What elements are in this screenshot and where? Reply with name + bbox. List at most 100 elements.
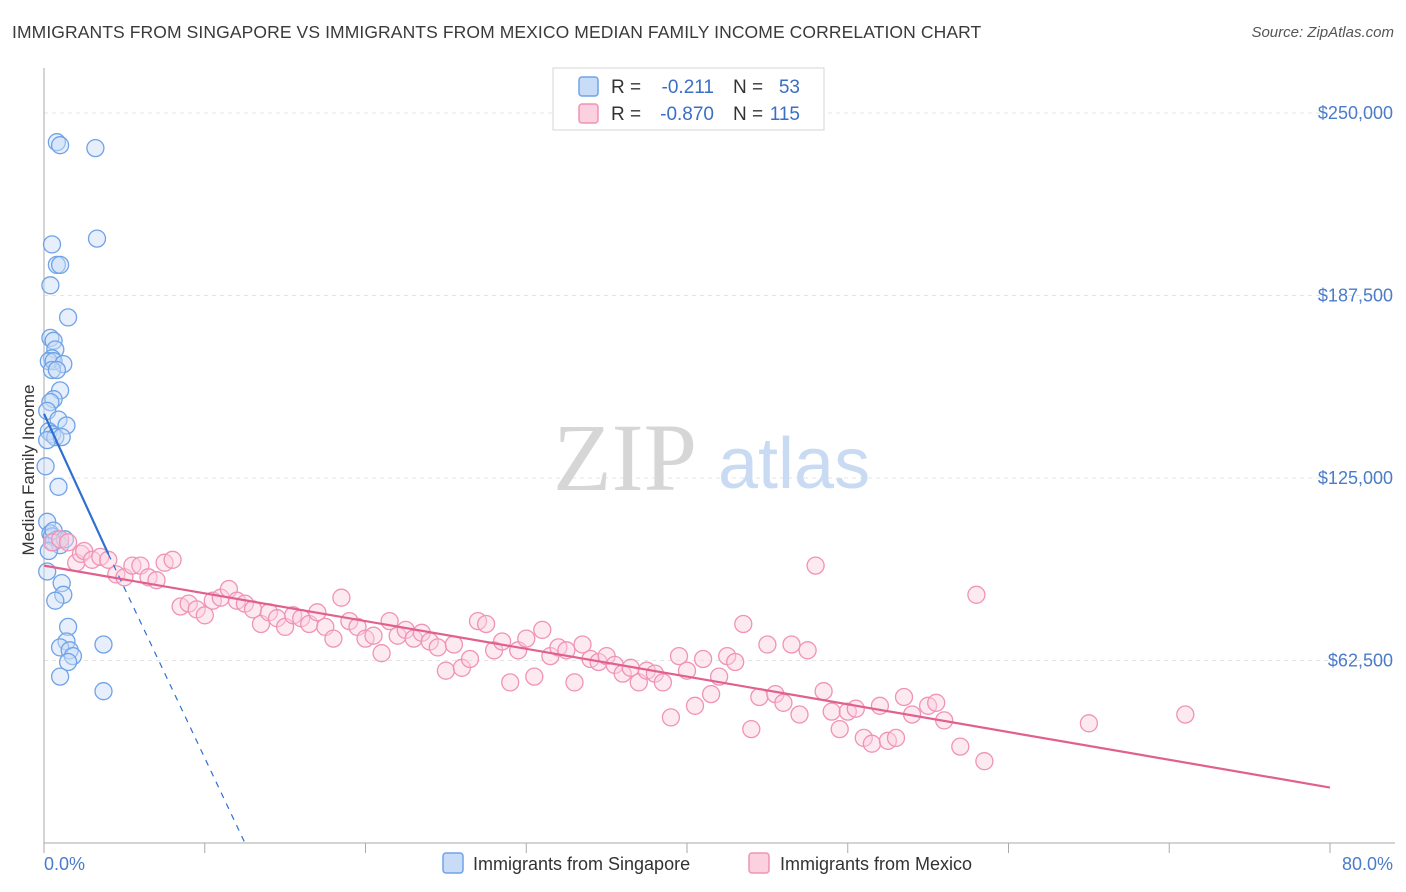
legend-r-value-mexico: -0.870	[660, 104, 714, 125]
legend-n-label-mexico: N =	[733, 104, 763, 125]
point-mexico-61	[525, 667, 544, 686]
point-singapore-9	[41, 328, 60, 348]
point-mexico-96	[806, 556, 825, 575]
point-mexico-116	[1176, 705, 1195, 724]
point-mexico-106	[886, 728, 906, 748]
point-singapore-49	[94, 682, 113, 701]
y-tick-labels: $62,500 $125,000 $187,500 $250,000	[1318, 103, 1393, 670]
point-mexico-58	[501, 673, 520, 692]
point-mexico-77	[653, 673, 673, 692]
point-singapore-0	[47, 133, 67, 152]
point-mexico-55	[476, 614, 496, 634]
point-mexico-87	[734, 614, 753, 634]
point-mexico-98	[822, 702, 841, 721]
point-singapore-6	[50, 255, 70, 275]
point-mexico-4	[71, 544, 91, 564]
point-mexico-82	[693, 649, 713, 669]
stats-legend: R = -0.211 N = 53 R = -0.870 N = 115	[552, 67, 825, 131]
point-mexico-115	[1079, 714, 1099, 733]
point-mexico-62	[533, 620, 552, 640]
point-singapore-2	[86, 138, 105, 158]
point-singapore-43	[94, 635, 113, 654]
point-singapore-4	[42, 235, 62, 254]
y-tick-label-0: $62,500	[1328, 651, 1393, 671]
point-mexico-66	[565, 673, 584, 692]
point-mexico-51	[444, 635, 464, 654]
series-legend-label-singapore: Immigrants from Singapore	[473, 854, 690, 874]
point-mexico-78	[661, 708, 681, 727]
legend-swatch-mexico	[578, 103, 599, 124]
watermark-zip: ZIP	[553, 404, 697, 511]
point-singapore-29	[36, 457, 55, 476]
point-singapore-46	[63, 646, 83, 666]
point-mexico-60	[517, 629, 536, 648]
point-mexico-83	[701, 684, 721, 704]
point-mexico-107	[894, 687, 914, 707]
point-mexico-101	[846, 699, 865, 718]
point-mexico-16	[163, 550, 182, 569]
trend-line-mexico	[43, 564, 1331, 789]
point-mexico-36	[324, 629, 343, 648]
chart-title: IMMIGRANTS FROM SINGAPORE VS IMMIGRANTS …	[12, 22, 982, 42]
point-mexico-97	[814, 682, 833, 701]
legend-r-value-singapore: -0.211	[662, 77, 714, 98]
watermark-atlas: atlas	[718, 424, 870, 504]
point-singapore-1	[50, 136, 70, 155]
trend-line-singapore	[43, 413, 110, 555]
point-singapore-48	[50, 667, 70, 686]
point-mexico-57	[492, 632, 512, 651]
x-ticks	[43, 843, 1331, 853]
point-singapore-8	[58, 308, 78, 327]
point-mexico-20	[195, 606, 214, 625]
legend-r-label-mexico: R =	[611, 104, 641, 125]
point-mexico-86	[726, 652, 745, 672]
legend-n-value-singapore: 53	[779, 77, 800, 98]
series-legend-swatch-mexico	[748, 852, 770, 874]
point-singapore-7	[41, 276, 60, 295]
point-singapore-19	[44, 390, 63, 409]
point-mexico-90	[758, 635, 777, 654]
point-mexico-103	[862, 734, 882, 753]
series-legend-label-mexico: Immigrants from Mexico	[780, 854, 972, 874]
point-mexico-50	[436, 661, 456, 680]
point-mexico-110	[927, 693, 946, 712]
y-tick-label-3: $250,000	[1318, 103, 1393, 123]
point-mexico-53	[460, 649, 480, 669]
point-mexico-114	[975, 752, 994, 771]
point-mexico-93	[782, 635, 801, 654]
point-mexico-2	[58, 533, 78, 552]
point-singapore-40	[46, 591, 65, 610]
point-mexico-41	[364, 626, 383, 645]
series-legend: Immigrants from Singapore Immigrants fro…	[442, 852, 972, 874]
point-mexico-99	[830, 719, 849, 739]
x-tick-label-max: 80.0%	[1342, 854, 1393, 874]
point-singapore-23	[57, 416, 76, 435]
point-mexico-67	[573, 635, 592, 654]
chart-source: Source: ZipAtlas.com	[1251, 24, 1394, 41]
trend-line-singapore-extension	[107, 553, 246, 844]
point-mexico-37	[332, 588, 351, 607]
point-mexico-79	[669, 646, 689, 666]
point-mexico-42	[372, 644, 391, 663]
point-mexico-92	[774, 693, 793, 712]
point-mexico-113	[967, 585, 986, 604]
trend-lines	[43, 413, 1331, 844]
point-mexico-49	[428, 638, 447, 657]
legend-swatch-singapore	[578, 76, 599, 97]
legend-r-label-singapore: R =	[611, 77, 641, 98]
y-axis-label: Median Family Income	[19, 384, 38, 555]
point-mexico-112	[951, 737, 970, 756]
point-singapore-30	[49, 477, 68, 496]
gridlines	[44, 112, 1395, 662]
y-tick-label-1: $125,000	[1318, 468, 1393, 488]
point-singapore-41	[58, 617, 78, 637]
point-mexico-95	[798, 641, 817, 660]
point-singapore-47	[58, 652, 78, 672]
point-singapore-16	[42, 360, 62, 380]
point-mexico-81	[685, 696, 705, 715]
series-legend-swatch-singapore	[442, 852, 464, 874]
point-mexico-94	[790, 705, 809, 724]
point-singapore-3	[87, 229, 107, 248]
point-singapore-17	[47, 360, 67, 380]
